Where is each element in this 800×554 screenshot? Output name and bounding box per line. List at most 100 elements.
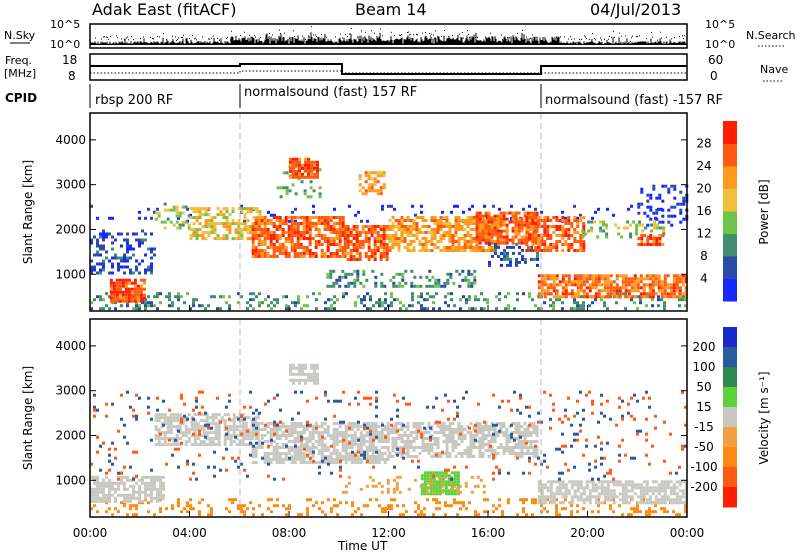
- velocity-cell: [314, 461, 318, 464]
- power-cell: [324, 307, 327, 311]
- velocity-cell: [160, 443, 164, 447]
- power-cell: [472, 216, 476, 219]
- power-cell: [467, 269, 471, 273]
- power-cell: [237, 228, 241, 232]
- power-cell: [657, 286, 661, 290]
- velocity-cell: [454, 443, 458, 446]
- power-cell: [332, 228, 336, 231]
- noise-search-dot: [661, 37, 662, 39]
- power-cell: [341, 225, 345, 228]
- velocity-cell: [457, 443, 461, 446]
- velocity-cell: [217, 431, 221, 435]
- power-cell: [329, 284, 333, 288]
- power-cell: [641, 229, 645, 233]
- power-cell: [329, 228, 333, 231]
- velocity-cell: [484, 443, 488, 446]
- velocity-cell: [356, 461, 360, 464]
- power-cell: [102, 307, 105, 311]
- power-cell: [443, 284, 447, 288]
- velocity-cell: [380, 428, 384, 431]
- velocity-cell: [166, 443, 170, 447]
- velocity-cell: [132, 490, 135, 494]
- velocity-cell: [240, 504, 243, 508]
- power-cell: [493, 214, 497, 218]
- velocity-cell: [323, 443, 327, 446]
- velocity-cell: [487, 428, 491, 431]
- power-cell: [481, 232, 485, 236]
- velocity-cell: [436, 431, 440, 434]
- power-cell: [500, 257, 503, 261]
- power-cell: [646, 240, 650, 243]
- power-cell: [112, 290, 116, 294]
- velocity-cell: [313, 366, 316, 370]
- velocity-cell: [117, 487, 120, 491]
- power-cell: [296, 243, 300, 246]
- velocity-cell: [108, 499, 111, 503]
- power-cell: [275, 225, 279, 228]
- velocity-cell: [388, 455, 392, 458]
- power-cell: [269, 255, 273, 258]
- power-cell: [358, 189, 362, 193]
- power-cell: [549, 249, 553, 252]
- velocity-cell: [214, 437, 218, 441]
- power-cell: [343, 234, 347, 237]
- power-cell: [225, 219, 229, 223]
- velocity-cell: [335, 452, 339, 455]
- power-cell: [281, 243, 285, 246]
- power-cell: [439, 249, 443, 252]
- power-cell: [397, 249, 401, 252]
- power-cell: [168, 292, 171, 296]
- power-colorbar-swatch: [723, 256, 737, 279]
- power-cell: [326, 216, 330, 219]
- power-cell: [457, 219, 461, 222]
- power-cell: [278, 222, 282, 225]
- power-cell: [558, 225, 562, 228]
- velocity-cell: [666, 510, 669, 514]
- noise-search-dot: [526, 36, 527, 38]
- velocity-cell: [332, 440, 336, 443]
- velocity-cell: [287, 449, 291, 452]
- power-cell: [142, 287, 146, 291]
- power-cell: [109, 293, 113, 297]
- power-cell: [675, 283, 679, 287]
- power-cell: [403, 219, 407, 222]
- noise-search-dot: [431, 33, 432, 35]
- power-cell: [93, 268, 96, 272]
- velocity-cell: [356, 443, 360, 446]
- power-cell: [478, 214, 482, 218]
- power-cell: [257, 249, 261, 252]
- power-cell: [640, 240, 644, 243]
- velocity-cell: [472, 455, 476, 458]
- velocity-cell: [654, 504, 657, 508]
- velocity-cell: [365, 458, 369, 461]
- velocity-cell: [202, 434, 206, 438]
- velocity-cell: [365, 425, 369, 428]
- power-cell: [582, 246, 586, 249]
- noise-search-dot: [532, 34, 533, 36]
- power-cell: [561, 301, 564, 305]
- velocity-cell: [399, 513, 402, 517]
- power-cell: [428, 284, 432, 288]
- power-cell: [335, 228, 339, 231]
- power-cell: [523, 214, 527, 218]
- power-cell: [316, 163, 319, 167]
- power-cell: [526, 211, 530, 215]
- power-cell: [367, 240, 371, 243]
- velocity-cell: [211, 413, 215, 417]
- velocity-cell: [210, 507, 213, 511]
- velocity-cell: [341, 449, 345, 452]
- velocity-cell: [102, 493, 105, 497]
- power-cell: [428, 278, 432, 282]
- power-cell: [296, 240, 300, 243]
- power-cell: [655, 243, 659, 246]
- power-cell: [432, 295, 435, 299]
- noise-search-dot: [269, 33, 270, 34]
- velocity-cell: [330, 510, 333, 514]
- power-cell: [129, 256, 132, 260]
- power-cell: [552, 216, 556, 219]
- power-cell: [281, 234, 285, 237]
- power-cell: [493, 240, 497, 243]
- power-cell: [644, 226, 648, 230]
- power-cell: [469, 243, 473, 246]
